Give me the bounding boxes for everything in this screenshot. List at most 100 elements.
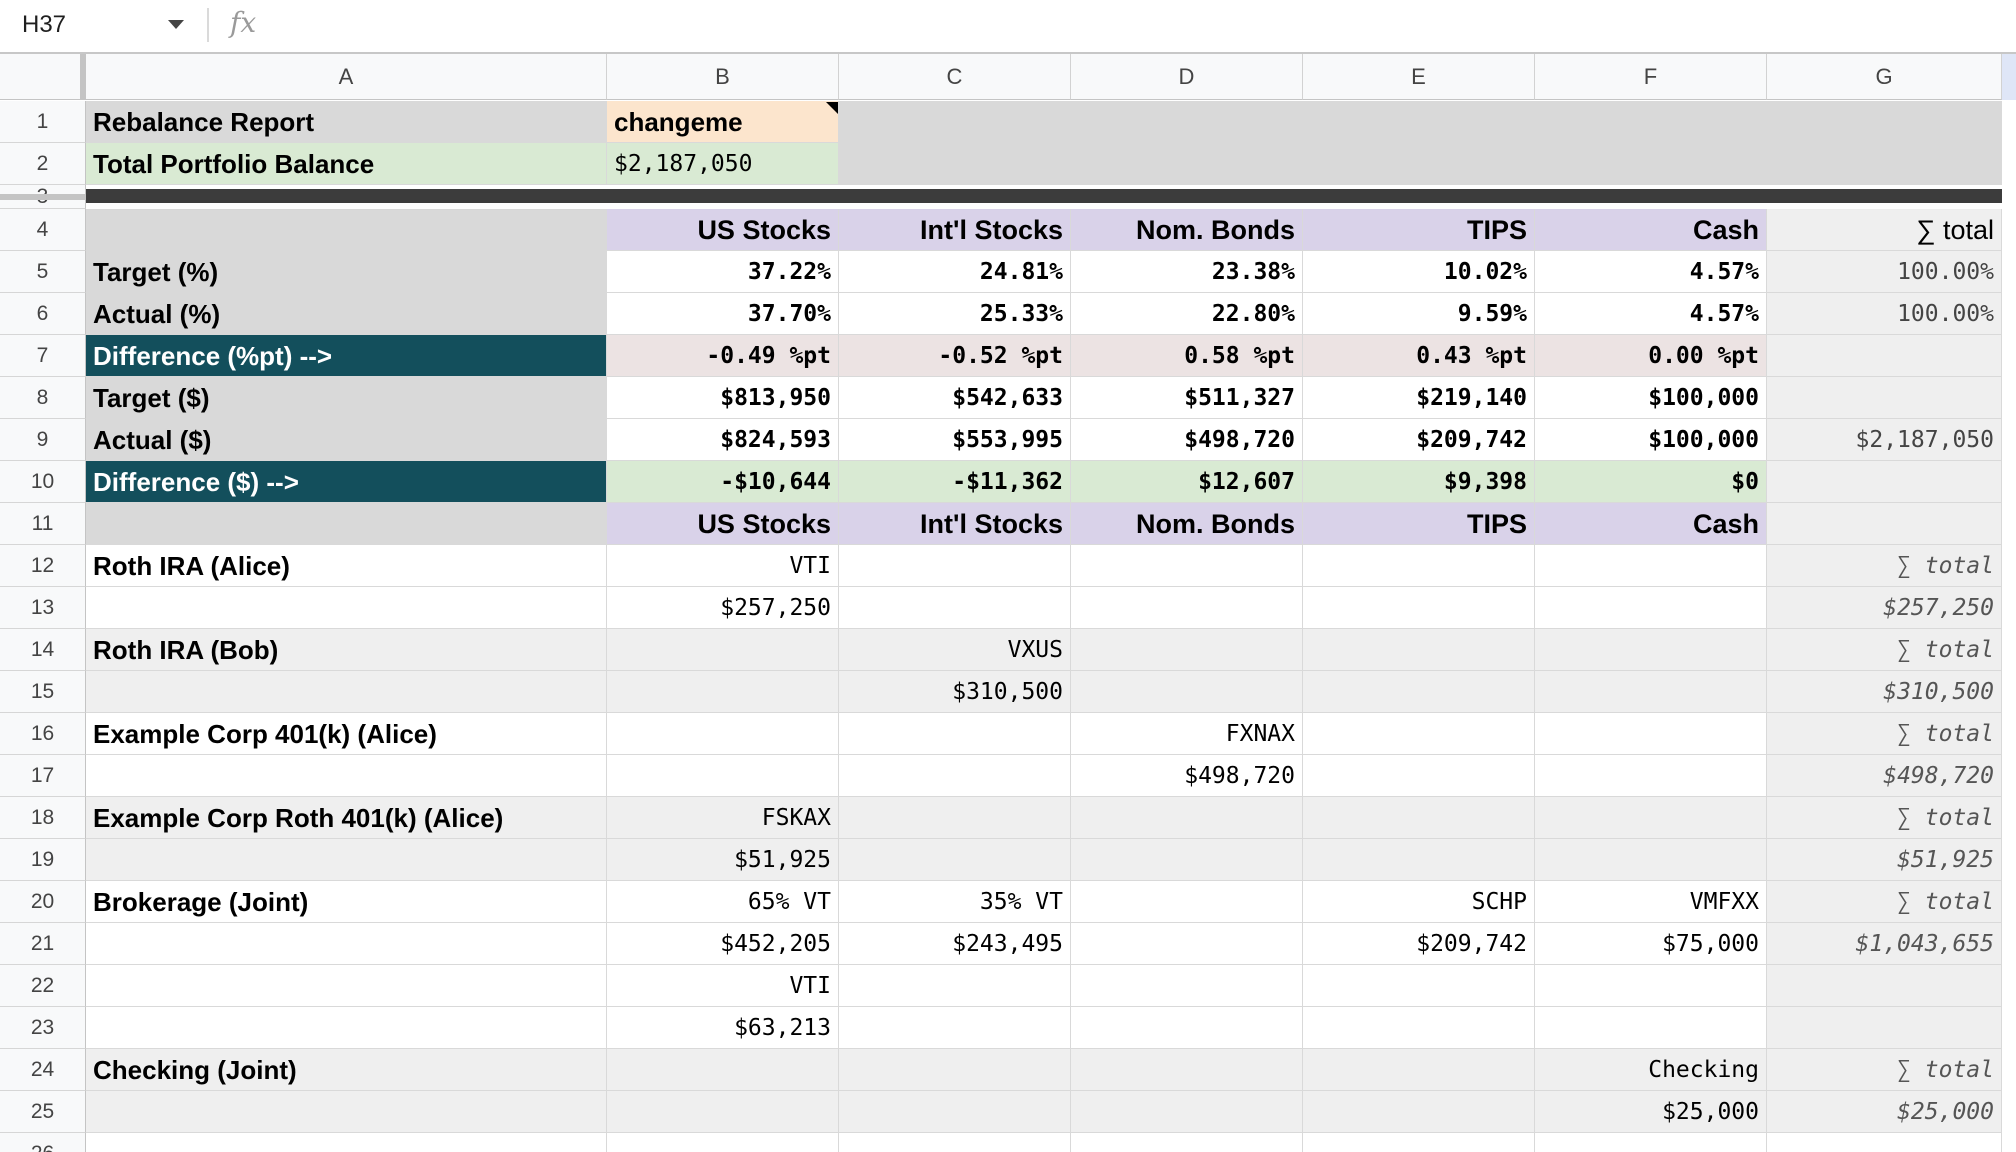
row-header-10[interactable]: 10	[0, 461, 86, 503]
cell-a4[interactable]	[86, 209, 607, 251]
cell-f2[interactable]	[1535, 143, 1767, 185]
cell-b5[interactable]: 37.22%	[607, 251, 839, 293]
cell-e17[interactable]	[1303, 755, 1535, 797]
row-header-5[interactable]: 5	[0, 251, 86, 293]
cell-f18[interactable]	[1535, 797, 1767, 839]
column-header-e[interactable]: E	[1303, 54, 1535, 100]
cell-b10[interactable]: -$10,644	[607, 461, 839, 503]
cell-g14[interactable]: ∑ total	[1767, 629, 2002, 671]
cell-b15[interactable]	[607, 671, 839, 713]
row-header-25[interactable]: 25	[0, 1091, 86, 1133]
cell-f15[interactable]	[1535, 671, 1767, 713]
cell-g11[interactable]	[1767, 503, 2002, 545]
cell-g26[interactable]	[1767, 1133, 2002, 1152]
cell-e19[interactable]	[1303, 839, 1535, 881]
cell-f22[interactable]	[1535, 965, 1767, 1007]
cell-b7[interactable]: -0.49 %pt	[607, 335, 839, 377]
cell-e20[interactable]: SCHP	[1303, 881, 1535, 923]
cell-c4[interactable]: Int'l Stocks	[839, 209, 1071, 251]
cell-b9[interactable]: $824,593	[607, 419, 839, 461]
cell-e18[interactable]	[1303, 797, 1535, 839]
cell-f21[interactable]: $75,000	[1535, 923, 1767, 965]
cell-g19[interactable]: $51,925	[1767, 839, 2002, 881]
cell-c2[interactable]	[839, 143, 1071, 185]
column-header-c[interactable]: C	[839, 54, 1071, 100]
row-header-8[interactable]: 8	[0, 377, 86, 419]
row-header-26[interactable]: 26	[0, 1133, 86, 1152]
cell-b19[interactable]: $51,925	[607, 839, 839, 881]
cell-c17[interactable]	[839, 755, 1071, 797]
cell-d2[interactable]	[1071, 143, 1303, 185]
cell-e4[interactable]: TIPS	[1303, 209, 1535, 251]
cell-c16[interactable]	[839, 713, 1071, 755]
cell-d18[interactable]	[1071, 797, 1303, 839]
cell-d23[interactable]	[1071, 1007, 1303, 1049]
cell-c1[interactable]	[839, 101, 1071, 143]
cell-d6[interactable]: 22.80%	[1071, 293, 1303, 335]
cell-a15[interactable]	[86, 671, 607, 713]
cell-a26[interactable]	[86, 1133, 607, 1152]
cell-c15[interactable]: $310,500	[839, 671, 1071, 713]
cell-g18[interactable]: ∑ total	[1767, 797, 2002, 839]
cell-d21[interactable]	[1071, 923, 1303, 965]
row-header-18[interactable]: 18	[0, 797, 86, 839]
cell-e10[interactable]: $9,398	[1303, 461, 1535, 503]
cell-f20[interactable]: VMFXX	[1535, 881, 1767, 923]
cell-g13[interactable]: $257,250	[1767, 587, 2002, 629]
cell-a18[interactable]: Example Corp Roth 401(k) (Alice)	[86, 797, 607, 839]
column-header-g[interactable]: G	[1767, 54, 2002, 100]
cell-c10[interactable]: -$11,362	[839, 461, 1071, 503]
cell-e2[interactable]	[1303, 143, 1535, 185]
cell-d17[interactable]: $498,720	[1071, 755, 1303, 797]
row-header-24[interactable]: 24	[0, 1049, 86, 1091]
name-box-dropdown-icon[interactable]	[168, 20, 184, 29]
cell-e8[interactable]: $219,140	[1303, 377, 1535, 419]
cell-f12[interactable]	[1535, 545, 1767, 587]
cell-f7[interactable]: 0.00 %pt	[1535, 335, 1767, 377]
cell-f24[interactable]: Checking	[1535, 1049, 1767, 1091]
cell-b26[interactable]	[607, 1133, 839, 1152]
cell-e23[interactable]	[1303, 1007, 1535, 1049]
row-header-19[interactable]: 19	[0, 839, 86, 881]
cell-c8[interactable]: $542,633	[839, 377, 1071, 419]
cell-b18[interactable]: FSKAX	[607, 797, 839, 839]
cell-e1[interactable]	[1303, 101, 1535, 143]
cell-g17[interactable]: $498,720	[1767, 755, 2002, 797]
cell-a24[interactable]: Checking (Joint)	[86, 1049, 607, 1091]
cell-a21[interactable]	[86, 923, 607, 965]
cell-f5[interactable]: 4.57%	[1535, 251, 1767, 293]
cell-e12[interactable]	[1303, 545, 1535, 587]
cell-f9[interactable]: $100,000	[1535, 419, 1767, 461]
cell-b13[interactable]: $257,250	[607, 587, 839, 629]
cell-f4[interactable]: Cash	[1535, 209, 1767, 251]
cell-e7[interactable]: 0.43 %pt	[1303, 335, 1535, 377]
cell-b6[interactable]: 37.70%	[607, 293, 839, 335]
cell-d15[interactable]	[1071, 671, 1303, 713]
column-header-a[interactable]: A	[86, 54, 607, 100]
cell-g2[interactable]	[1767, 143, 2002, 185]
cell-a1[interactable]: Rebalance Report	[86, 101, 607, 143]
cell-b11[interactable]: US Stocks	[607, 503, 839, 545]
cell-e5[interactable]: 10.02%	[1303, 251, 1535, 293]
cell-g4[interactable]: ∑ total	[1767, 209, 2002, 251]
row-header-15[interactable]: 15	[0, 671, 86, 713]
row-header-14[interactable]: 14	[0, 629, 86, 671]
cell-d25[interactable]	[1071, 1091, 1303, 1133]
cell-c22[interactable]	[839, 965, 1071, 1007]
cell-c14[interactable]: VXUS	[839, 629, 1071, 671]
row-header-6[interactable]: 6	[0, 293, 86, 335]
cell-f11[interactable]: Cash	[1535, 503, 1767, 545]
cell-b4[interactable]: US Stocks	[607, 209, 839, 251]
cell-g7[interactable]	[1767, 335, 2002, 377]
cell-a6[interactable]: Actual (%)	[86, 293, 607, 335]
column-header-d[interactable]: D	[1071, 54, 1303, 100]
cell-a12[interactable]: Roth IRA (Alice)	[86, 545, 607, 587]
cell-d24[interactable]	[1071, 1049, 1303, 1091]
cell-c11[interactable]: Int'l Stocks	[839, 503, 1071, 545]
cell-d20[interactable]	[1071, 881, 1303, 923]
cell-d4[interactable]: Nom. Bonds	[1071, 209, 1303, 251]
cell-b25[interactable]	[607, 1091, 839, 1133]
cell-d10[interactable]: $12,607	[1071, 461, 1303, 503]
cell-e15[interactable]	[1303, 671, 1535, 713]
cell-f17[interactable]	[1535, 755, 1767, 797]
